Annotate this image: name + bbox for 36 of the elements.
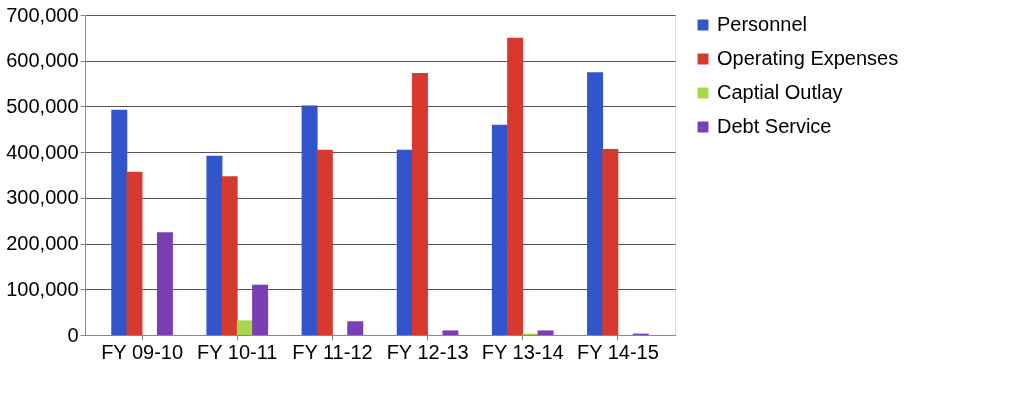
bar [126, 171, 143, 335]
x-tick-label: FY 14-15 [576, 340, 659, 363]
y-tick-label: 100,000 [6, 277, 79, 300]
x-tick-label: FY 09-10 [101, 340, 184, 363]
bar [236, 320, 253, 335]
bar [156, 232, 173, 335]
y-tick-label: 300,000 [6, 186, 79, 209]
legend-label: Captial Outlay [717, 81, 843, 103]
bar [347, 321, 364, 335]
legend-label: Personnel [717, 13, 808, 35]
bar [206, 155, 223, 335]
bar [537, 330, 554, 335]
legend-label: Operating Expenses [717, 47, 899, 69]
bar [442, 330, 459, 335]
bar [111, 109, 128, 335]
y-tick-label: 400,000 [6, 140, 79, 163]
bar [221, 176, 238, 335]
bar [411, 73, 428, 335]
y-tick-label: 600,000 [6, 49, 79, 72]
bar [491, 124, 508, 335]
y-tick-label: 500,000 [6, 94, 79, 117]
x-tick-label: FY 10-11 [197, 340, 278, 363]
x-tick-label: FY 11-12 [292, 340, 373, 363]
bar [587, 72, 604, 335]
x-tick-label: FY 12-13 [386, 340, 469, 363]
bar [396, 149, 413, 335]
bar [507, 37, 524, 335]
bar [316, 149, 333, 335]
y-tick-label: 200,000 [6, 232, 79, 255]
bar [602, 148, 619, 335]
bar [301, 105, 318, 335]
y-tick-label: 700,000 [6, 3, 79, 26]
bar [252, 284, 269, 335]
x-tick-label: FY 13-14 [481, 340, 564, 363]
legend-label: Debt Service [717, 115, 832, 137]
y-tick-label: 0 [67, 323, 79, 346]
